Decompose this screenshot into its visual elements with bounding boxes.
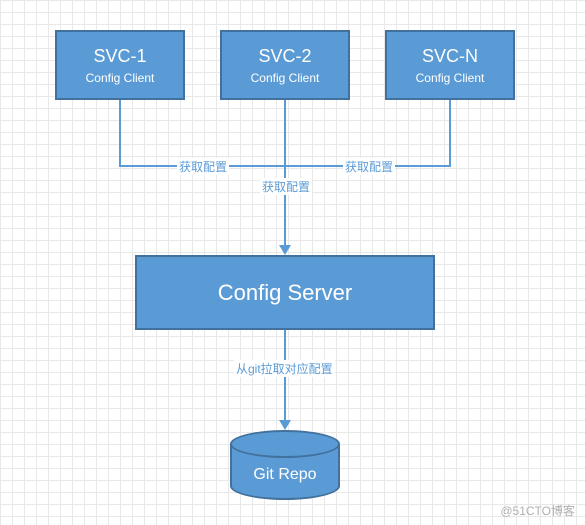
client-title: SVC-1 [93, 46, 146, 67]
client-subtitle: Config Client [416, 71, 485, 85]
cylinder-top [230, 430, 340, 458]
edge-svcn-drop [449, 100, 451, 165]
git-repo-cylinder: Git Repo [230, 430, 340, 500]
edge-label-center: 获取配置 [260, 178, 312, 195]
edge-svc2-drop [284, 100, 286, 165]
server-label: Config Server [218, 280, 353, 306]
client-box-svc2: SVC-2 Config Client [220, 30, 350, 100]
config-server-box: Config Server [135, 255, 435, 330]
edge-label-repo: 从git拉取对应配置 [234, 360, 335, 377]
client-subtitle: Config Client [251, 71, 320, 85]
client-box-svcn: SVC-N Config Client [385, 30, 515, 100]
edge-label-right: 获取配置 [343, 158, 395, 175]
arrow-to-server-icon [279, 245, 291, 255]
client-title: SVC-N [422, 46, 478, 67]
edge-label-left: 获取配置 [177, 158, 229, 175]
client-box-svc1: SVC-1 Config Client [55, 30, 185, 100]
client-subtitle: Config Client [86, 71, 155, 85]
edge-svc1-drop [119, 100, 121, 165]
arrow-to-repo-icon [279, 420, 291, 430]
client-title: SVC-2 [258, 46, 311, 67]
repo-label: Git Repo [230, 466, 340, 484]
watermark-text: @51CTO博客 [500, 502, 575, 519]
